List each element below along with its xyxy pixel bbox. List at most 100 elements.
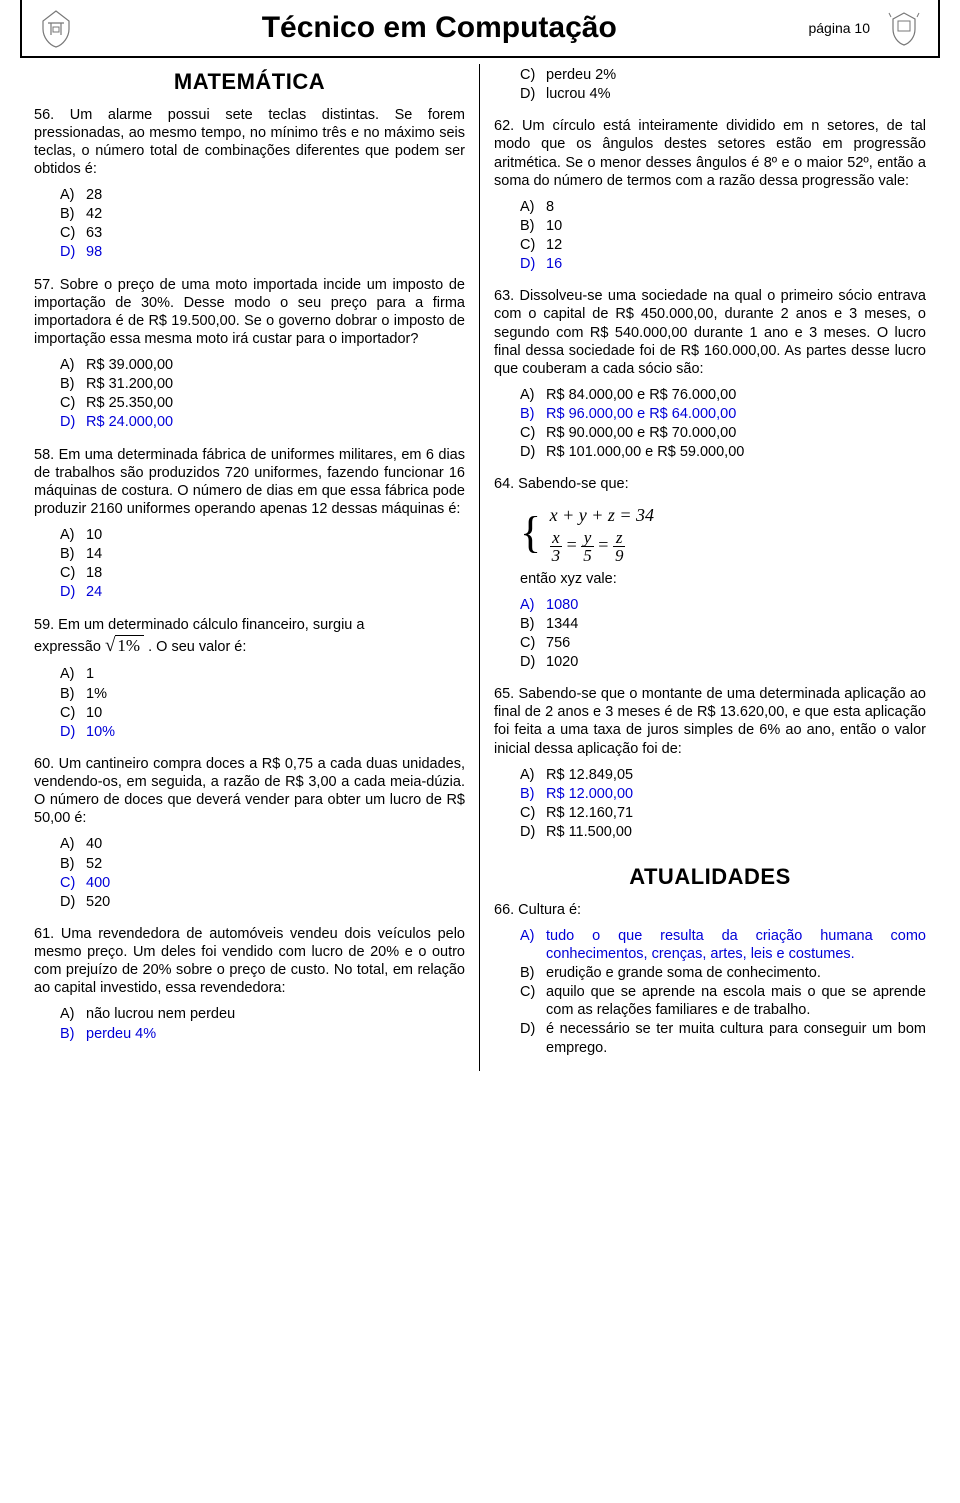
question-text: 66. Cultura é: [494, 901, 926, 919]
option-a: A)tudo o que resulta da criação humana c… [520, 927, 926, 963]
fraction-1: x3 [550, 529, 563, 564]
options: C)perdeu 2% D)lucrou 4% [520, 66, 926, 103]
options: A)não lucrou nem perdeu B)perdeu 4% [60, 1005, 465, 1042]
page-header: Técnico em Computação página 10 [20, 0, 940, 58]
options: A)40 B)52 C)400 D)520 [60, 835, 465, 911]
question-text: 62. Um círculo está inteiramente dividid… [494, 117, 926, 190]
question-65: 65. Sabendo-se que o montante de uma det… [494, 685, 926, 841]
option-c: C)18 [60, 564, 465, 582]
q59-line2b: . O seu valor é: [148, 639, 246, 655]
options: A)8 B)10 C)12 D)16 [520, 198, 926, 274]
question-56: 56. Um alarme possui sete teclas distint… [34, 106, 465, 262]
option-c: C)R$ 12.160,71 [520, 804, 926, 822]
options: A)10 B)14 C)18 D)24 [60, 526, 465, 602]
question-text: 59. Em um determinado cálculo financeiro… [34, 616, 465, 658]
option-c: C)R$ 25.350,00 [60, 394, 465, 412]
option-a: A)40 [60, 835, 465, 853]
option-d: D)10% [60, 723, 465, 741]
fraction-2: y5 [581, 529, 594, 564]
page-number: página 10 [808, 20, 870, 36]
two-column-layout: MATEMÁTICA 56. Um alarme possui sete tec… [20, 64, 940, 1071]
logo-right-icon [880, 4, 928, 52]
option-a: A)não lucrou nem perdeu [60, 1005, 465, 1023]
option-b: B)1% [60, 685, 465, 703]
section-title-atual: ATUALIDADES [494, 863, 926, 891]
options: A)R$ 12.849,05 B)R$ 12.000,00 C)R$ 12.16… [520, 766, 926, 842]
options: A)28 B)42 C)63 D)98 [60, 186, 465, 262]
question-58: 58. Em uma determinada fábrica de unifor… [34, 446, 465, 602]
question-59: 59. Em um determinado cálculo financeiro… [34, 616, 465, 741]
option-b: B)14 [60, 545, 465, 563]
question-63: 63. Dissolveu-se uma sociedade na qual o… [494, 287, 926, 461]
option-a: A)R$ 84.000,00 e R$ 76.000,00 [520, 386, 926, 404]
option-c: C)756 [520, 634, 926, 652]
question-61-cont: C)perdeu 2% D)lucrou 4% [494, 66, 926, 103]
question-text: 56. Um alarme possui sete teclas distint… [34, 106, 465, 179]
option-d: D)16 [520, 255, 926, 273]
exam-page: Técnico em Computação página 10 MATEMÁTI… [0, 0, 960, 1091]
option-d: D)98 [60, 243, 465, 261]
question-60: 60. Um cantineiro compra doces a R$ 0,75… [34, 755, 465, 911]
option-c: C)63 [60, 224, 465, 242]
option-d: D)520 [60, 893, 465, 911]
option-b: B)perdeu 4% [60, 1025, 465, 1043]
option-b: B)erudição e grande soma de conhecimento… [520, 964, 926, 982]
q59-line1: 59. Em um determinado cálculo financeiro… [34, 617, 364, 633]
question-text: 60. Um cantineiro compra doces a R$ 0,75… [34, 755, 465, 828]
option-b: B)52 [60, 855, 465, 873]
section-title-math: MATEMÁTICA [34, 68, 465, 96]
options: A)R$ 84.000,00 e R$ 76.000,00 B)R$ 96.00… [520, 386, 926, 462]
options: A)1 B)1% C)10 D)10% [60, 665, 465, 741]
question-61: 61. Uma revendedora de automóveis vendeu… [34, 925, 465, 1043]
option-c: C)aquilo que se aprende na escola mais o… [520, 983, 926, 1019]
question-text: 65. Sabendo-se que o montante de uma det… [494, 685, 926, 758]
option-c: C)400 [60, 874, 465, 892]
question-66: 66. Cultura é: A)tudo o que resulta da c… [494, 901, 926, 1057]
options: A)1080 B)1344 C)756 D)1020 [520, 596, 926, 672]
options: A)R$ 39.000,00 B)R$ 31.200,00 C)R$ 25.35… [60, 356, 465, 432]
options: A)tudo o que resulta da criação humana c… [520, 927, 926, 1057]
option-b: B)10 [520, 217, 926, 235]
left-column: MATEMÁTICA 56. Um alarme possui sete tec… [20, 64, 480, 1071]
option-d: D)R$ 101.000,00 e R$ 59.000,00 [520, 443, 926, 461]
option-c: C)R$ 90.000,00 e R$ 70.000,00 [520, 424, 926, 442]
equation-system: { x + y + z = 34 x3 = y5 = z9 [520, 502, 926, 564]
option-a: A)10 [60, 526, 465, 544]
option-b: B)42 [60, 205, 465, 223]
question-text: 58. Em uma determinada fábrica de unifor… [34, 446, 465, 519]
option-a: A)28 [60, 186, 465, 204]
question-57: 57. Sobre o preço de uma moto importada … [34, 276, 465, 432]
q59-line2a: expressão [34, 639, 105, 655]
fraction-3: z9 [613, 529, 626, 564]
question-text: 64. Sabendo-se que: [494, 475, 926, 493]
option-b: B)1344 [520, 615, 926, 633]
question-64: 64. Sabendo-se que: { x + y + z = 34 x3 … [494, 475, 926, 671]
option-a: A)1 [60, 665, 465, 683]
option-a: A)1080 [520, 596, 926, 614]
left-brace-icon: { [520, 513, 541, 553]
question-text: 57. Sobre o preço de uma moto importada … [34, 276, 465, 349]
option-a: A)8 [520, 198, 926, 216]
option-c: C)10 [60, 704, 465, 722]
option-c: C)12 [520, 236, 926, 254]
question-text: 61. Uma revendedora de automóveis vendeu… [34, 925, 465, 998]
right-column: C)perdeu 2% D)lucrou 4% 62. Um círculo e… [480, 64, 940, 1071]
option-c: C)perdeu 2% [520, 66, 926, 84]
logo-left-icon [32, 4, 80, 52]
option-b: B)R$ 31.200,00 [60, 375, 465, 393]
option-b: B)R$ 96.000,00 e R$ 64.000,00 [520, 405, 926, 423]
question-text: 63. Dissolveu-se uma sociedade na qual o… [494, 287, 926, 378]
sqrt-expression: √1% [105, 636, 144, 655]
q64-followup: então xyz vale: [520, 570, 926, 588]
option-d: D)24 [60, 583, 465, 601]
question-62: 62. Um círculo está inteiramente dividid… [494, 117, 926, 273]
option-d: D)lucrou 4% [520, 85, 926, 103]
option-b: B)R$ 12.000,00 [520, 785, 926, 803]
option-d: D)é necessário se ter muita cultura para… [520, 1020, 926, 1056]
option-d: D)R$ 11.500,00 [520, 823, 926, 841]
option-a: A)R$ 12.849,05 [520, 766, 926, 784]
option-a: A)R$ 39.000,00 [60, 356, 465, 374]
eq-line1: x + y + z = 34 [550, 505, 654, 525]
header-title: Técnico em Computação [80, 11, 798, 45]
option-d: D)1020 [520, 653, 926, 671]
